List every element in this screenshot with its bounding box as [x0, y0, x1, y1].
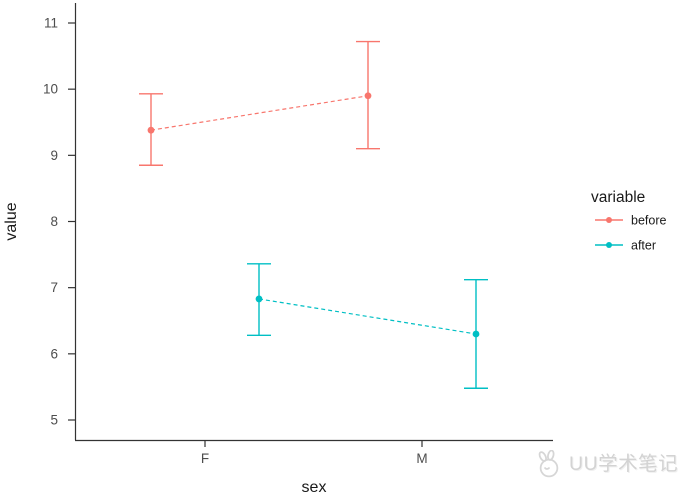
y-tick-label: 6 — [50, 346, 58, 361]
x-axis-title: sex — [302, 479, 327, 496]
y-tick-label: 8 — [50, 214, 58, 229]
data-point-before-M — [364, 92, 372, 100]
legend-key-point — [606, 217, 612, 223]
y-tick-label: 7 — [50, 280, 58, 295]
trend-line — [150, 95, 369, 131]
legend-key-point — [606, 242, 612, 248]
rabbit-logo-icon — [538, 450, 559, 478]
legend-item-label: before — [631, 214, 666, 228]
series-before — [139, 40, 380, 166]
data-point-after-F — [255, 295, 263, 303]
y-axis-title: value — [3, 202, 20, 240]
series-after — [247, 263, 488, 389]
legend: variable before after — [591, 189, 666, 253]
y-tick-label: 5 — [50, 413, 58, 428]
x-tick-label: M — [416, 451, 427, 466]
data-point-after-M — [472, 330, 480, 338]
legend-item-label: after — [631, 239, 656, 253]
trend-line — [258, 298, 477, 335]
axes — [68, 3, 553, 447]
watermark-text: UU学术笔记 — [569, 452, 679, 475]
y-tick-label: 11 — [44, 16, 58, 31]
x-tick-label: F — [201, 451, 209, 466]
watermark: UU学术笔记 — [534, 450, 678, 479]
y-tick-label: 9 — [50, 148, 58, 163]
data-point-before-F — [147, 126, 155, 134]
y-tick-label: 10 — [43, 82, 58, 97]
legend-title: variable — [591, 189, 645, 206]
